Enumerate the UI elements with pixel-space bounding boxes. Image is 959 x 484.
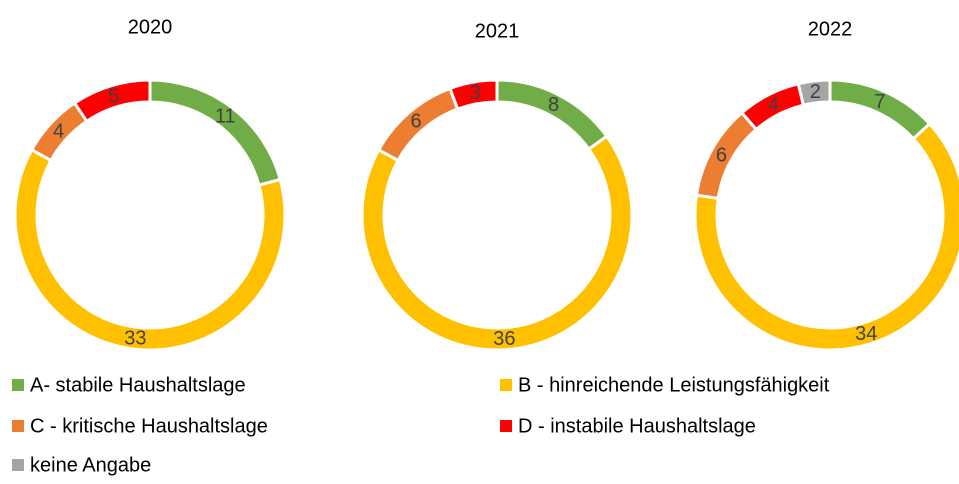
data-label: 4 [53, 121, 64, 143]
donut-segment [693, 121, 959, 352]
donut-segment [148, 78, 283, 188]
data-label: 33 [124, 327, 146, 349]
legend-label: A- stabile Haushaltslage [30, 374, 246, 396]
data-label: 5 [108, 86, 119, 108]
data-label: 2 [810, 81, 821, 103]
data-label: 8 [548, 94, 559, 116]
data-label: 36 [493, 328, 515, 350]
chart-title: 2020 [128, 16, 173, 38]
data-label: 7 [874, 91, 885, 113]
donut-segment [13, 147, 287, 352]
data-label: 6 [410, 110, 421, 132]
legend-swatch [12, 420, 24, 432]
data-label: 34 [855, 323, 877, 345]
legend-swatch [500, 420, 512, 432]
chart-title: 2021 [475, 20, 520, 42]
donut-segment [796, 78, 832, 107]
legend-swatch [500, 379, 512, 391]
donut-segment [72, 78, 152, 124]
donut-segment [360, 134, 634, 352]
legend-label: keine Angabe [30, 454, 151, 476]
legend-label: C - kritische Haushaltslage [30, 415, 268, 437]
legend-label: B - hinreichende Leistungsfähigkeit [518, 374, 830, 396]
donut-segment [448, 78, 499, 112]
legend-swatch [12, 459, 24, 471]
chart-title: 2022 [808, 18, 853, 40]
data-label: 3 [470, 82, 481, 104]
legend-swatch [12, 379, 24, 391]
data-label: 6 [716, 144, 727, 166]
data-label: 11 [215, 106, 236, 128]
data-label: 4 [768, 94, 779, 116]
legend-label: D - instabile Haushaltslage [518, 415, 756, 437]
